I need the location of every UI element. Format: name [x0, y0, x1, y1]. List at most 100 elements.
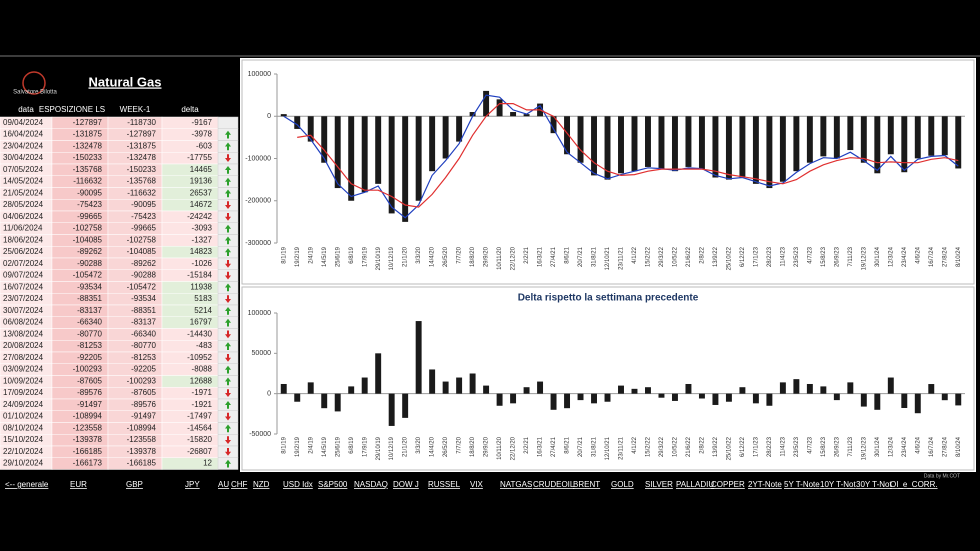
trend-arrow: [225, 260, 231, 268]
nav-link[interactable]: EUR: [70, 480, 87, 489]
bar: [591, 116, 597, 176]
nav-link[interactable]: OI_e_CORR.: [890, 480, 938, 489]
bar: [510, 393, 517, 404]
x-tick-label: 27/8/24: [942, 436, 948, 457]
number-cell: -127897: [73, 118, 103, 127]
x-tick-label: 26/5/20: [443, 246, 449, 267]
date-cell: 15/10/2024: [3, 435, 44, 444]
nav-link[interactable]: GBP: [126, 480, 143, 489]
nav-link[interactable]: NZD: [253, 480, 270, 489]
nav-link[interactable]: SILVER: [645, 480, 673, 489]
number-cell: -90095: [77, 188, 102, 197]
x-tick-label: 2/4/19: [308, 246, 314, 263]
nav-link[interactable]: CRUDEOIL: [533, 480, 575, 489]
trend-arrow: [225, 436, 231, 444]
bar: [752, 116, 759, 184]
x-tick-label: 15/2/22: [646, 436, 652, 457]
nav-link[interactable]: 2YT-Note: [748, 480, 782, 489]
nav-link[interactable]: COPPER: [711, 480, 745, 489]
bar: [833, 393, 840, 401]
bar: [833, 116, 840, 159]
date-cell: 02/07/2024: [3, 259, 44, 268]
number-cell: -87605: [131, 388, 156, 397]
x-tick-label: 14/4/20: [430, 436, 436, 457]
x-tick-label: 19/2/19: [295, 436, 301, 457]
line: [297, 103, 959, 208]
bar: [618, 385, 624, 394]
number-cell: -83137: [131, 318, 156, 327]
number-cell: -135768: [127, 177, 157, 186]
x-tick-label: 16/7/24: [929, 436, 935, 457]
nav-link[interactable]: RUSSEL: [428, 480, 461, 489]
x-tick-label: 8/10/24: [956, 246, 962, 267]
trend-arrow: [225, 177, 231, 186]
bar: [375, 116, 382, 184]
bar: [469, 373, 476, 394]
number-cell: -123558: [127, 435, 157, 444]
bar: [442, 381, 449, 394]
bar: [820, 116, 827, 157]
number-cell: -116632: [73, 177, 102, 186]
trend-arrow: [225, 330, 231, 339]
x-tick-label: 15/2/22: [646, 246, 652, 267]
bar: [496, 393, 503, 406]
nav-link[interactable]: NATGAS: [500, 480, 532, 489]
nav-link[interactable]: GOLD: [611, 480, 634, 489]
number-cell: -15820: [187, 435, 212, 444]
bar: [564, 393, 571, 409]
x-tick-label: 13/9/22: [713, 246, 719, 267]
number-cell: -8088: [192, 365, 213, 374]
x-tick-label: 13/9/22: [713, 436, 719, 457]
nav-link[interactable]: BRENT: [573, 480, 600, 489]
bar: [658, 393, 665, 398]
number-cell: -14564: [187, 423, 212, 432]
trend-arrow: [225, 236, 231, 245]
x-tick-label: 7/7/20: [457, 246, 463, 263]
number-cell: -81253: [131, 353, 156, 362]
bar: [779, 116, 786, 182]
nav-link[interactable]: VIX: [470, 480, 484, 489]
nav-link[interactable]: NASDAQ: [354, 480, 388, 489]
number-cell: 14672: [190, 200, 213, 209]
x-tick-label: 16/3/21: [538, 436, 544, 457]
x-tick-label: 17/9/19: [362, 436, 368, 457]
nav-link[interactable]: DOW J: [393, 480, 419, 489]
bar: [483, 90, 490, 117]
x-tick-label: 12/10/21: [605, 436, 611, 460]
date-cell: 29/10/2024: [3, 459, 44, 468]
number-cell: 14823: [190, 247, 213, 256]
trend-arrow: [225, 271, 231, 280]
number-cell: -105472: [73, 271, 103, 280]
nav-link[interactable]: 5Y T-Note: [784, 480, 820, 489]
number-cell: -104085: [73, 235, 103, 244]
nav-link[interactable]: AU: [218, 480, 229, 489]
x-tick-label: 7/11/23: [848, 246, 854, 266]
nav-link[interactable]: S&P500: [318, 480, 348, 489]
nav-link[interactable]: <-- generale: [5, 480, 49, 489]
x-tick-label: 31/8/21: [592, 246, 598, 267]
nav-link[interactable]: PALLADIU: [676, 480, 714, 489]
x-tick-label: 8/1/19: [281, 246, 287, 263]
nav-link[interactable]: USD Idx: [283, 480, 313, 489]
nav-link[interactable]: 30Y T-Not: [856, 480, 893, 489]
bar: [469, 112, 476, 117]
bar: [550, 116, 557, 134]
nav-link[interactable]: 10Y T-Not: [820, 480, 857, 489]
bar: [631, 116, 638, 172]
nav-link[interactable]: JPY: [185, 480, 200, 489]
x-tick-label: 4/7/23: [807, 246, 813, 263]
bar: [739, 116, 746, 178]
x-tick-label: 27/4/21: [551, 246, 557, 267]
number-cell: -92205: [131, 365, 156, 374]
x-tick-label: 7/7/20: [457, 436, 463, 453]
trend-arrow: [225, 213, 231, 221]
bar: [914, 116, 921, 159]
nav-link[interactable]: CHF: [231, 480, 248, 489]
number-cell: 26537: [190, 188, 213, 197]
number-cell: -108994: [73, 412, 103, 421]
bar: [415, 321, 422, 394]
y-tick-label: 0: [267, 113, 271, 120]
x-tick-label: 2/4/19: [308, 436, 314, 453]
bar: [941, 393, 948, 401]
bar: [334, 116, 341, 189]
